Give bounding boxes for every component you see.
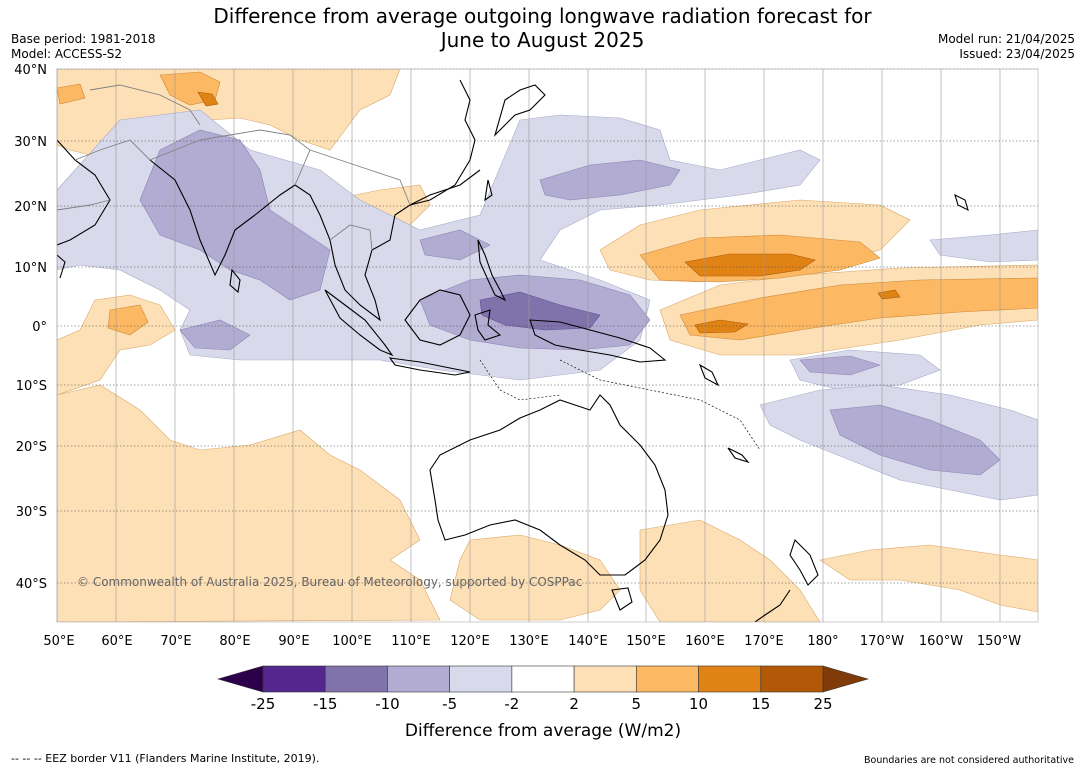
colorbar-segment (449, 665, 513, 693)
coastlines (57, 79, 969, 622)
positive-anomaly-strong (197, 91, 901, 334)
colorbar-high-extension (822, 665, 870, 693)
lat-label: 20°S (16, 440, 47, 455)
colorbar-tick-label: -15 (313, 695, 338, 713)
negative-anomaly-strong (479, 291, 601, 331)
lon-label: 60°E (101, 634, 132, 649)
title-line-1: Difference from average outgoing longwav… (213, 4, 872, 28)
model-name: Model: ACCESS-S2 (11, 47, 123, 61)
longitude-labels: 50°E 60°E 70°E 80°E 90°E 100°E 110°E 120… (43, 634, 1021, 649)
colorbar-segment (573, 665, 637, 693)
lon-label: 130°E (509, 634, 549, 649)
footnote-eez: -- -- -- EEZ border V11 (Flanders Marine… (11, 752, 319, 765)
colorbar-segment (262, 665, 326, 693)
meta-right: Model run: 21/04/2025 Issued: 23/04/2025 (938, 32, 1075, 62)
lat-label: 40°S (16, 577, 47, 592)
lon-label: 90°E (278, 634, 309, 649)
lat-label: 10°N (14, 261, 47, 276)
lon-label: 150°W (977, 634, 1021, 649)
lon-label: 50°E (43, 634, 74, 649)
lon-label: 160°E (685, 634, 725, 649)
lon-label: 160°W (919, 634, 963, 649)
lon-label: 70°E (160, 634, 191, 649)
map-border (56, 68, 1039, 623)
colorbar-tick-label: 25 (813, 695, 832, 713)
lat-label: 0° (32, 320, 47, 335)
lon-label: 170°W (860, 634, 904, 649)
colorbar-tick-label: 15 (751, 695, 770, 713)
latitude-labels: 40°N 30°N 20°N 10°N 0° 10°S 20°S 30°S 40… (14, 63, 47, 592)
issued-date: Issued: 23/04/2025 (959, 47, 1075, 61)
lon-label: 170°E (744, 634, 784, 649)
lat-label: 30°S (16, 505, 47, 520)
lon-label: 120°E (450, 634, 490, 649)
lon-label: 110°E (391, 634, 431, 649)
copyright-notice: © Commonwealth of Australia 2025, Bureau… (77, 575, 582, 589)
colorbar-tick-label: 2 (569, 695, 579, 713)
colorbar-tick-label: -2 (504, 695, 519, 713)
colorbar-ticks: -25 -15 -10 -5 -2 2 5 10 15 25 (251, 695, 833, 713)
title-line-2: June to August 2025 (440, 28, 645, 52)
lat-label: 30°N (14, 135, 47, 150)
colorbar-segment (636, 665, 699, 693)
model-run: Model run: 21/04/2025 (937, 32, 1075, 46)
country-borders (57, 84, 411, 251)
colorbar-title: Difference from average (W/m2) (405, 721, 681, 741)
colorbar-tick-label: -25 (251, 695, 276, 713)
footnote-boundaries: Boundaries are not considered authoritat… (864, 755, 1074, 766)
colorbar-segment (511, 665, 575, 693)
map-title: Difference from average outgoing longwav… (0, 4, 1085, 52)
colorbar-tick-label: -5 (442, 695, 457, 713)
meta-left: Base period: 1981-2018 Model: ACCESS-S2 (11, 32, 156, 62)
colorbar-segments (262, 665, 824, 693)
colorbar-low-extension (216, 665, 264, 693)
lon-label: 150°E (626, 634, 666, 649)
lon-label: 100°E (332, 634, 372, 649)
colorbar-segment (698, 665, 762, 693)
colorbar-tick-label: 10 (689, 695, 708, 713)
colorbar-segment (387, 665, 450, 693)
lat-label: 40°N (14, 63, 47, 78)
colorbar-tick-label: -10 (375, 695, 400, 713)
lon-label: 180° (807, 634, 838, 649)
negative-anomaly-medium (139, 129, 1001, 476)
anomaly-shading (57, 69, 1038, 622)
colorbar-segment (760, 665, 824, 693)
colorbar-segment (324, 665, 388, 693)
colorbar: -25 -15 -10 -5 -2 2 5 10 15 25 Difference from av… (216, 665, 870, 741)
base-period: Base period: 1981-2018 (11, 32, 156, 46)
graticule (56, 69, 1001, 622)
lat-label: 20°N (14, 200, 47, 215)
eez-borders (479, 359, 761, 451)
colorbar-tick-label: 5 (632, 695, 642, 713)
lon-label: 140°E (568, 634, 608, 649)
lat-label: 10°S (16, 379, 47, 394)
lon-label: 80°E (219, 634, 250, 649)
